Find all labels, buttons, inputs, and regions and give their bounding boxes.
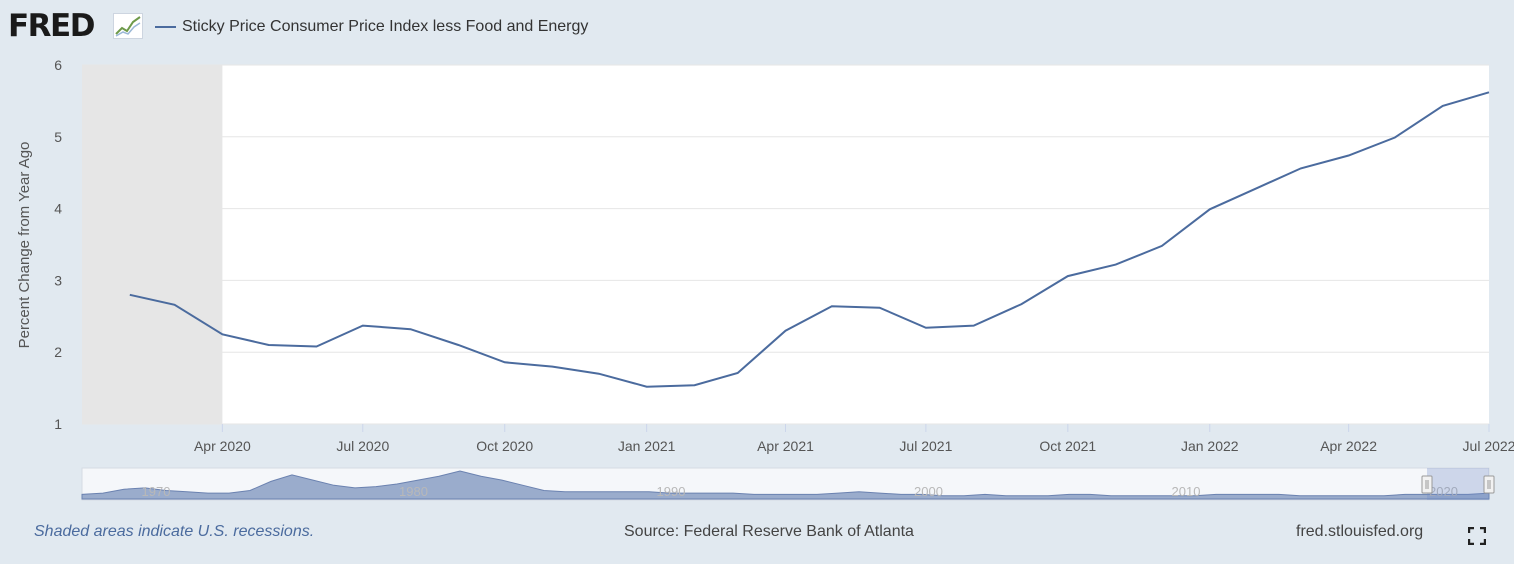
navigator-year-label: 1990 bbox=[657, 484, 686, 499]
series-point bbox=[1208, 208, 1211, 211]
plot-area-background bbox=[82, 65, 1489, 424]
chart-legend[interactable]: Sticky Price Consumer Price Index less F… bbox=[155, 17, 588, 37]
navigator-selected-range[interactable] bbox=[1427, 468, 1489, 500]
legend-series-swatch bbox=[155, 26, 176, 28]
x-tick-label: Jul 2022 bbox=[1463, 438, 1514, 454]
series-point bbox=[1114, 263, 1117, 266]
y-tick-label: 1 bbox=[54, 416, 62, 432]
series-point bbox=[830, 305, 833, 308]
x-tick-label: Jan 2022 bbox=[1181, 438, 1239, 454]
navigator-year-label: 2000 bbox=[914, 484, 943, 499]
series-point bbox=[1347, 154, 1350, 157]
series-point bbox=[878, 306, 881, 309]
series-point bbox=[736, 371, 739, 374]
navigator-year-label: 1980 bbox=[399, 484, 428, 499]
series-point bbox=[972, 324, 975, 327]
series-point bbox=[924, 326, 927, 329]
series-point bbox=[315, 345, 318, 348]
navigator-right-handle[interactable] bbox=[1483, 475, 1495, 494]
source-text: Source: Federal Reserve Bank of Atlanta bbox=[624, 523, 914, 540]
series-point bbox=[409, 328, 412, 331]
series-line[interactable] bbox=[129, 91, 1490, 388]
series-point bbox=[645, 385, 648, 388]
navigator-year-label: 2010 bbox=[1172, 484, 1201, 499]
chart-header: FRED Sticky Price Consumer Price Index l… bbox=[0, 0, 1514, 56]
series-point bbox=[1487, 91, 1490, 94]
series-point bbox=[1160, 244, 1163, 247]
series-point bbox=[784, 329, 787, 332]
y-tick-label: 5 bbox=[54, 129, 62, 145]
series-point bbox=[1393, 136, 1396, 139]
fred-logo[interactable]: FRED bbox=[8, 8, 95, 44]
series-point bbox=[503, 361, 506, 364]
y-axis-label: Percent Change from Year Ago bbox=[16, 142, 33, 349]
series-point bbox=[221, 333, 224, 336]
recession-shade bbox=[82, 65, 223, 424]
navigator-series-area bbox=[81, 470, 1490, 500]
recession-note: Shaded areas indicate U.S. recessions. bbox=[34, 523, 315, 540]
x-tick-label: Apr 2021 bbox=[757, 438, 814, 454]
navigator-year-labels: 1970 1980 1990 2000 2010 2020 bbox=[142, 484, 1458, 499]
series-point bbox=[551, 365, 554, 368]
x-tick-label: Oct 2020 bbox=[476, 438, 533, 454]
series-point bbox=[457, 343, 460, 346]
legend-series-label: Sticky Price Consumer Price Index less F… bbox=[182, 18, 589, 35]
range-navigator[interactable]: 1970 1980 1990 2000 2010 2020 bbox=[81, 467, 1495, 501]
navigator-year-label: 2020 bbox=[1429, 484, 1458, 499]
navigator-year-label: 1970 bbox=[142, 484, 171, 499]
series-point bbox=[173, 303, 176, 306]
y-tick-label: 4 bbox=[54, 201, 62, 217]
series-point bbox=[128, 293, 131, 296]
series-point bbox=[1020, 302, 1023, 305]
x-tick-label: Jul 2021 bbox=[899, 438, 952, 454]
x-tick-label: Oct 2021 bbox=[1039, 438, 1096, 454]
y-axis-ticks: 1 2 3 4 5 6 bbox=[54, 57, 62, 432]
series-point bbox=[1299, 167, 1302, 170]
fullscreen-icon[interactable] bbox=[1468, 527, 1486, 545]
series-point bbox=[597, 372, 600, 375]
series-point bbox=[267, 343, 270, 346]
series-point bbox=[1441, 104, 1444, 107]
series-point bbox=[693, 384, 696, 387]
navigator-left-handle[interactable] bbox=[1421, 475, 1433, 494]
series-point bbox=[361, 324, 364, 327]
y-tick-label: 6 bbox=[54, 57, 62, 73]
x-axis-ticks: Apr 2020 Jul 2020 Oct 2020 Jan 2021 Apr 2021… bbox=[194, 424, 1514, 454]
recession-shading-layer bbox=[82, 65, 223, 424]
x-tick-label: Apr 2022 bbox=[1320, 438, 1377, 454]
x-tick-label: Jan 2021 bbox=[618, 438, 676, 454]
y-tick-label: 3 bbox=[54, 272, 62, 288]
series-point bbox=[1256, 186, 1259, 189]
line-chart-icon bbox=[113, 13, 143, 39]
series-point bbox=[1066, 274, 1069, 277]
x-tick-label: Jul 2020 bbox=[336, 438, 389, 454]
x-tick-label: Apr 2020 bbox=[194, 438, 251, 454]
y-tick-label: 2 bbox=[54, 344, 62, 360]
site-link[interactable]: fred.stlouisfed.org bbox=[1296, 523, 1424, 540]
